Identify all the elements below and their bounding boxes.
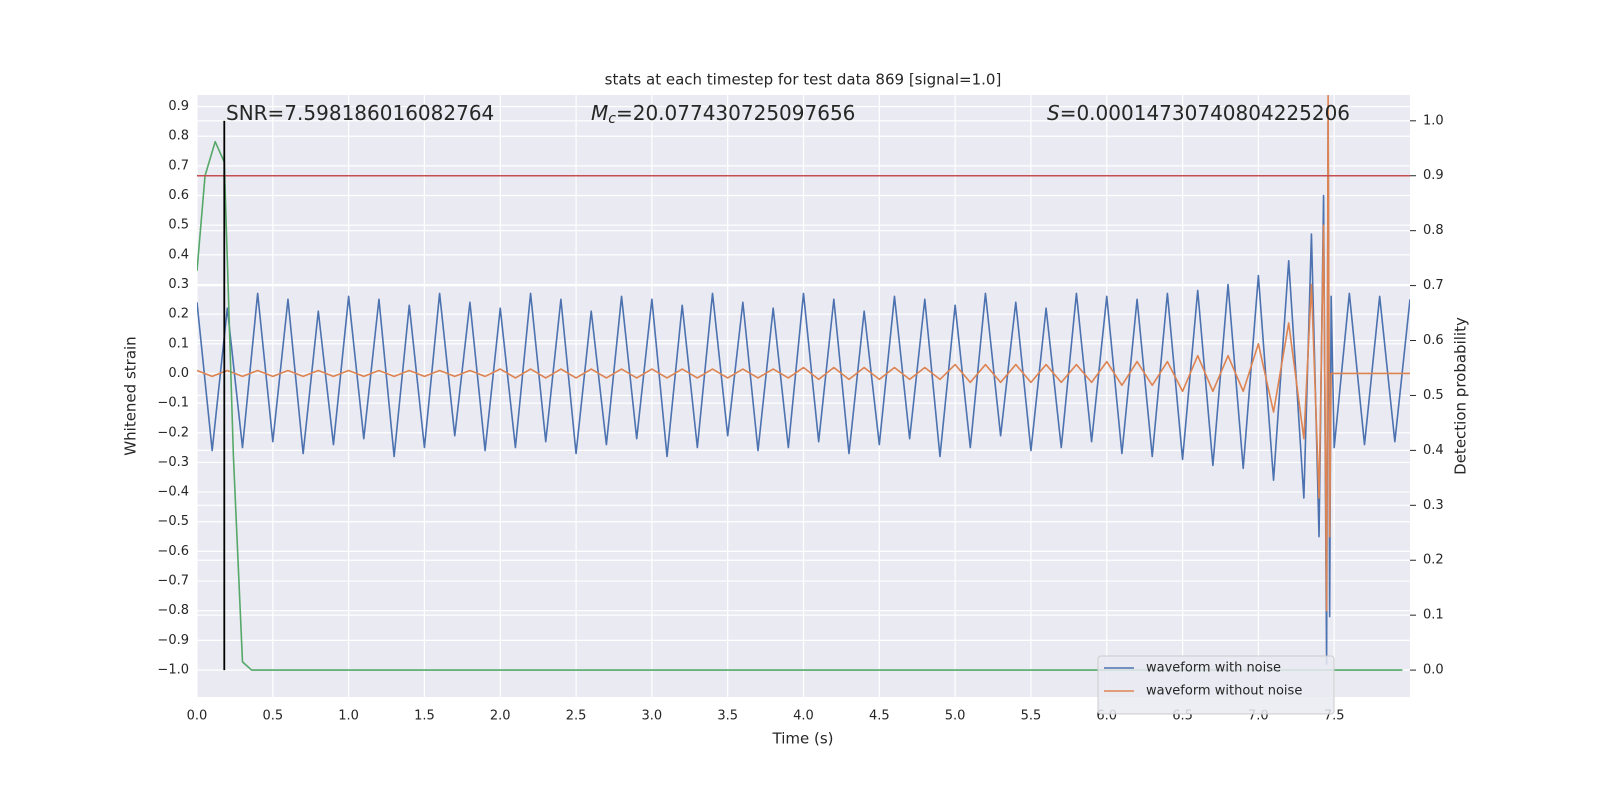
- y-tick-label: −0.3: [157, 455, 189, 470]
- x-tick-label: 5.0: [945, 709, 966, 724]
- y2-axis-label: Detection probability: [1452, 317, 1470, 475]
- y-axis-label: Whitened strain: [122, 336, 140, 455]
- legend-label: waveform without noise: [1146, 684, 1302, 699]
- annotation-text: =0.00014730740804225206: [1060, 101, 1350, 125]
- x-tick-label: 0.5: [262, 709, 283, 724]
- legend-label: waveform with noise: [1146, 661, 1281, 676]
- y-tick-label: 0.9: [168, 99, 189, 114]
- annotation-symbol: M: [591, 101, 608, 125]
- y-tick-label: −1.0: [157, 663, 189, 678]
- annotation-subscript: c: [608, 111, 616, 127]
- x-tick-label: 3.5: [717, 709, 738, 724]
- y2-tick-label: 0.0: [1423, 663, 1444, 678]
- y-tick-label: −0.8: [157, 603, 189, 618]
- y-tick-label: 0.5: [168, 218, 189, 233]
- y-tick-label: −0.7: [157, 574, 189, 589]
- y-tick-label: 0.2: [168, 307, 189, 322]
- y2-tick-label: 0.5: [1423, 388, 1444, 403]
- y-tick-label: 0.0: [168, 366, 189, 381]
- annotation: S=0.00014730740804225206: [1047, 101, 1350, 125]
- y-tick-label: −0.5: [157, 514, 189, 529]
- x-tick-label: 2.5: [566, 709, 587, 724]
- y2-tick-label: 0.7: [1423, 278, 1444, 293]
- series-line: [197, 95, 1410, 612]
- x-tick-label: 4.5: [869, 709, 890, 724]
- x-axis-label: Time (s): [772, 730, 834, 748]
- y-tick-label: 0.7: [168, 158, 189, 173]
- y-tick-label: −0.4: [157, 485, 189, 500]
- annotation: Mc=20.077430725097656: [591, 101, 855, 128]
- annotation-text: SNR=7.598186016082764: [226, 101, 494, 125]
- annotation-text: =20.077430725097656: [616, 101, 855, 125]
- y2-tick-label: 0.1: [1423, 608, 1444, 623]
- x-tick-label: 4.0: [793, 709, 814, 724]
- annotation: SNR=7.598186016082764: [226, 101, 494, 125]
- y-tick-label: −0.2: [157, 425, 189, 440]
- x-tick-label: 2.0: [490, 709, 511, 724]
- y-tick-label: 0.3: [168, 277, 189, 292]
- annotation-symbol: S: [1047, 101, 1060, 125]
- y-tick-label: −0.6: [157, 544, 189, 559]
- x-tick-label: 1.0: [338, 709, 359, 724]
- series-line: [197, 140, 1403, 671]
- x-tick-label: 0.0: [187, 709, 208, 724]
- y2-tick-label: 0.6: [1423, 333, 1444, 348]
- y2-tick-label: 0.9: [1423, 168, 1444, 183]
- x-tick-label: 5.5: [1021, 709, 1042, 724]
- y2-tick-label: 0.3: [1423, 498, 1444, 513]
- y-tick-label: −0.9: [157, 633, 189, 648]
- chart-title: stats at each timestep for test data 869…: [605, 71, 1002, 89]
- y2-tick-label: 0.8: [1423, 223, 1444, 238]
- y2-tick-label: 1.0: [1423, 113, 1444, 128]
- y-tick-label: 0.4: [168, 247, 189, 262]
- x-tick-label: 3.0: [642, 709, 663, 724]
- y2-tick-label: 0.4: [1423, 443, 1444, 458]
- series-line: [197, 120, 1410, 665]
- y-tick-label: 0.1: [168, 336, 189, 351]
- y-tick-label: 0.8: [168, 129, 189, 144]
- legend-box: [1097, 655, 1335, 715]
- y2-tick-label: 0.2: [1423, 553, 1444, 568]
- y-tick-label: −0.1: [157, 396, 189, 411]
- y-tick-label: 0.6: [168, 188, 189, 203]
- x-tick-label: 1.5: [414, 709, 435, 724]
